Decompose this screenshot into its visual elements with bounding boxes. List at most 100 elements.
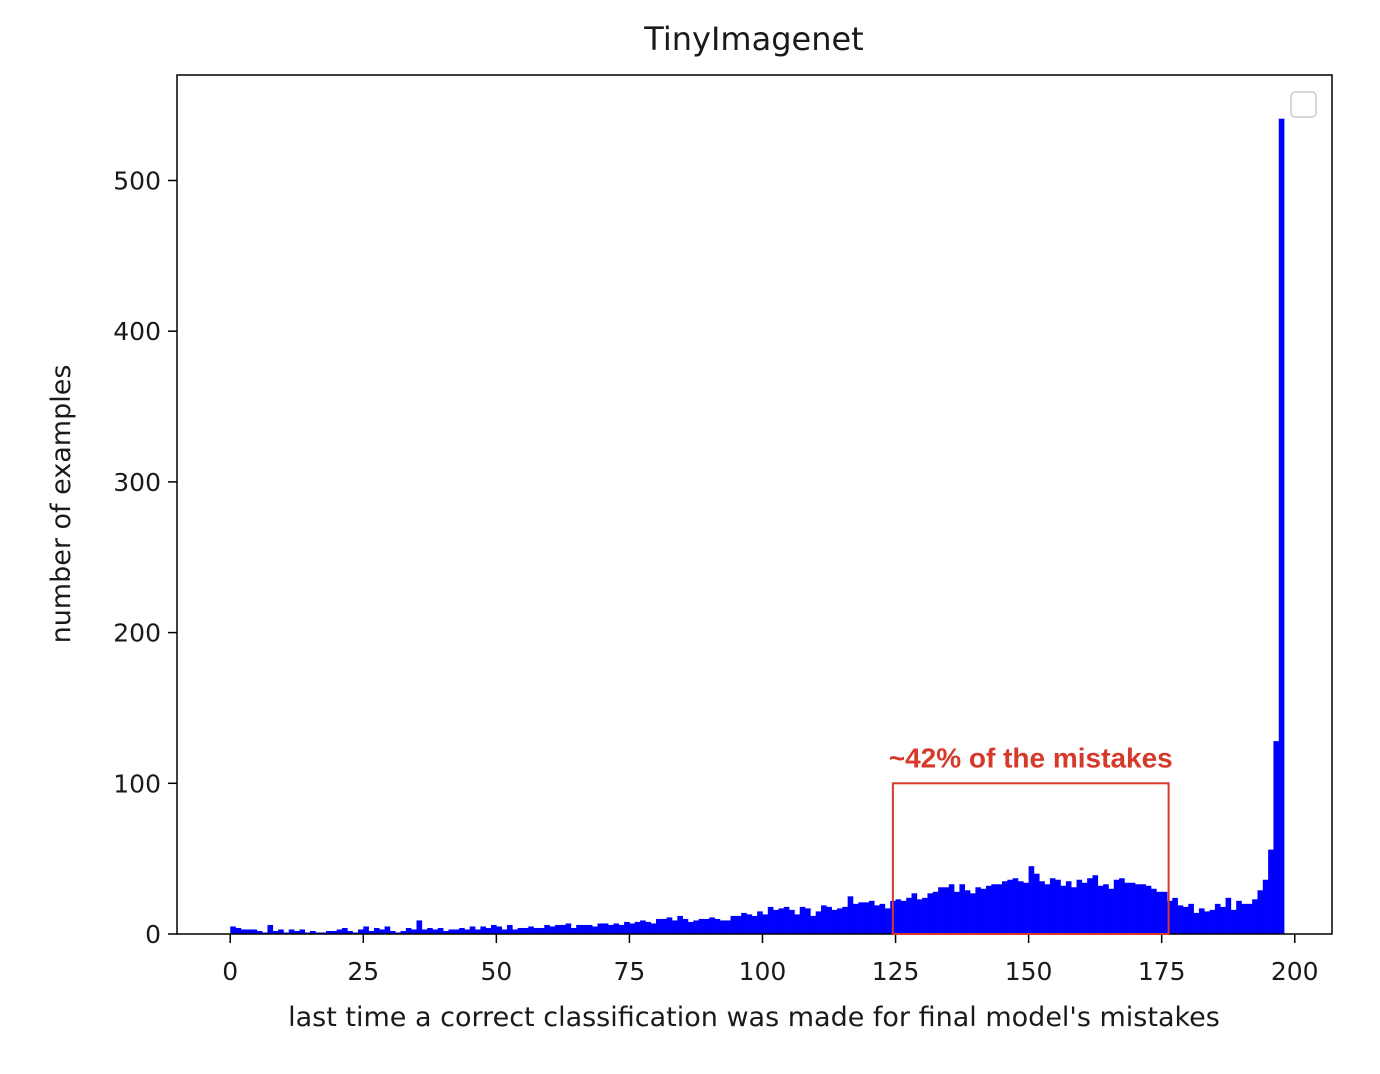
histogram-bar <box>235 927 242 934</box>
histogram-bar <box>602 923 609 934</box>
histogram-bar <box>1220 906 1226 934</box>
histogram-bar <box>352 932 359 934</box>
y-axis: 0 100 200 300 400 500 <box>113 166 177 949</box>
histogram-bar <box>320 932 327 934</box>
histogram-bar <box>288 929 295 934</box>
histogram-bar <box>954 891 960 934</box>
x-tick-label: 175 <box>1138 957 1186 986</box>
histogram-bar <box>964 890 971 934</box>
histogram-bar <box>1007 879 1013 934</box>
histogram-bar <box>1055 879 1061 934</box>
histogram-bar <box>735 915 742 934</box>
histogram-bar <box>528 926 534 934</box>
legend-box <box>1290 91 1317 118</box>
histogram-bar <box>342 927 348 934</box>
histogram-bar <box>400 930 407 934</box>
histogram-bar <box>618 924 625 934</box>
histogram-bar <box>1028 866 1035 934</box>
histogram-bar <box>310 930 316 934</box>
histogram-bar <box>1012 878 1019 934</box>
histogram-bar <box>256 930 263 934</box>
histogram-bar <box>1044 884 1051 934</box>
histogram-bar <box>475 929 481 934</box>
histogram-bar <box>469 926 476 934</box>
histogram-bar <box>1108 888 1115 934</box>
histogram-bar <box>831 909 838 934</box>
x-tick-label: 150 <box>1005 957 1053 986</box>
histogram-bar <box>384 926 391 934</box>
y-axis-label: number of examples <box>46 365 77 644</box>
histogram-bar <box>773 909 779 934</box>
histogram-bar <box>884 908 891 934</box>
histogram-bar <box>986 885 992 934</box>
histogram-bar <box>464 929 471 934</box>
x-tick-label: 125 <box>872 957 920 986</box>
histogram-bar <box>1241 903 1248 934</box>
histogram-bar <box>783 906 790 934</box>
histogram-bar <box>858 902 864 934</box>
annotations: ~42% of the mistakes <box>889 742 1173 935</box>
histogram-bar <box>459 927 465 934</box>
histogram-bar <box>1252 899 1258 934</box>
histogram-bar <box>576 924 582 934</box>
histogram-bar <box>347 930 353 934</box>
y-tick-label: 500 <box>113 166 161 195</box>
histogram-bar <box>640 920 646 934</box>
histogram-bar <box>842 906 848 934</box>
histogram-bar <box>1129 882 1136 934</box>
histogram-bar <box>757 911 763 934</box>
histogram-bar <box>1065 881 1072 934</box>
histogram-bar <box>522 927 529 934</box>
histogram-bar <box>1087 878 1093 934</box>
histogram-bar <box>868 900 875 934</box>
histogram-bar <box>613 923 620 934</box>
histogram-bar <box>1017 881 1024 934</box>
histogram-bar <box>554 924 561 934</box>
histogram-bar <box>703 918 710 934</box>
histogram-bar <box>592 926 598 934</box>
histogram-bar <box>533 927 540 934</box>
annotation-label: ~42% of the mistakes <box>889 742 1173 773</box>
histogram-bar <box>379 929 385 934</box>
histogram-bar <box>1236 900 1242 934</box>
histogram-bar <box>427 927 433 934</box>
histogram-bar <box>1140 884 1147 934</box>
histogram-bar <box>624 921 630 934</box>
histogram-bar <box>1262 879 1269 934</box>
histogram-bar <box>597 923 604 934</box>
histogram-bar <box>283 932 290 934</box>
histogram-bar <box>847 896 854 934</box>
histogram-bar <box>746 914 753 934</box>
histogram-bar <box>948 884 955 934</box>
histogram-bar <box>544 924 550 934</box>
y-tick-label: 100 <box>113 769 161 798</box>
histogram-bar <box>629 923 636 934</box>
histogram-bar <box>693 920 699 934</box>
histogram-bar <box>331 930 337 934</box>
histogram-bar <box>1071 887 1077 934</box>
histogram-bar <box>959 884 966 934</box>
histogram-bar <box>1278 118 1285 934</box>
histogram-bar <box>230 926 236 934</box>
histogram-bar <box>863 902 870 934</box>
histogram-bar <box>416 920 423 934</box>
annotation-box <box>891 782 1170 935</box>
histogram-bar <box>315 932 322 934</box>
histogram-bar <box>725 920 731 934</box>
histogram-bar <box>991 884 997 934</box>
histogram-bar <box>272 930 279 934</box>
histogram-bar <box>507 924 513 934</box>
y-tick-label: 0 <box>145 920 161 949</box>
histogram-bar <box>1209 909 1216 934</box>
histogram-bar <box>336 929 343 934</box>
histogram-bar <box>805 908 811 934</box>
histogram-bar <box>278 929 284 934</box>
histogram-bar <box>932 891 939 934</box>
histogram-bar <box>826 906 832 934</box>
histogram-bar <box>1103 884 1109 934</box>
histogram-bar <box>821 905 827 934</box>
histogram-bar <box>1081 882 1088 934</box>
histogram-bar <box>922 897 928 934</box>
histogram-bar <box>895 899 902 934</box>
histogram-bar <box>549 926 556 934</box>
